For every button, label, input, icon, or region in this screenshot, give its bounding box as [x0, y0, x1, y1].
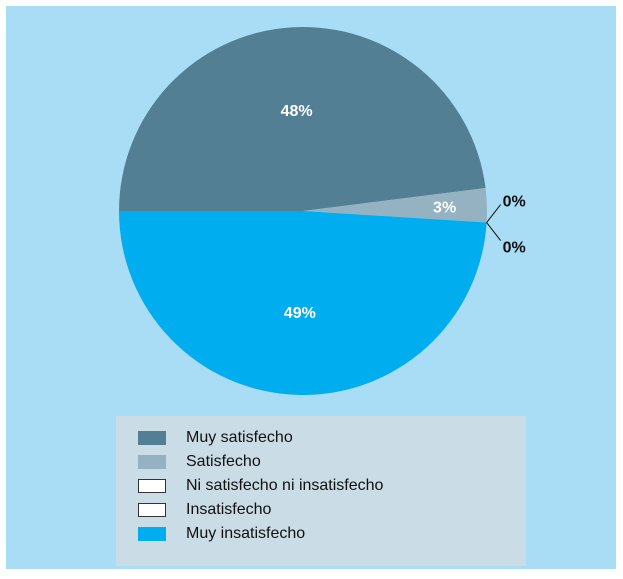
legend-swatch-muy-satisfecho — [138, 431, 166, 445]
pie-chart: 48% 3% 0% 0% 49% — [119, 26, 526, 396]
chart-panel: 48% 3% 0% 0% 49% Muy satisfecho Satisfecho N… — [6, 6, 616, 569]
legend-swatch-insatisfecho — [138, 503, 166, 517]
legend-label-satisfecho: Satisfecho — [186, 453, 261, 470]
pie-slice-muy-satisfecho — [119, 26, 486, 212]
slice-label-insatisfecho: 0% — [503, 240, 526, 257]
slice-label-satisfecho: 3% — [433, 200, 456, 217]
legend-label-insatisfecho: Insatisfecho — [186, 501, 272, 518]
legend-swatch-ni-satisfecho-ni-insatisfecho — [138, 479, 166, 493]
legend-swatch-satisfecho — [138, 455, 166, 469]
legend: Muy satisfecho Satisfecho Ni satisfecho … — [116, 416, 526, 566]
legend-item-satisfecho: Satisfecho — [116, 450, 526, 474]
legend-item-muy-insatisfecho: Muy insatisfecho — [116, 522, 526, 546]
legend-item-muy-satisfecho: Muy satisfecho — [116, 426, 526, 450]
legend-label-muy-insatisfecho: Muy insatisfecho — [186, 525, 306, 542]
pie-slice-satisfecho — [303, 187, 488, 223]
slice-label-muy-satisfecho: 48% — [281, 103, 313, 120]
legend-item-insatisfecho: Insatisfecho — [116, 498, 526, 522]
leader-line-ni-satisfecho-ni-insatisfecho — [486, 204, 502, 223]
slice-label-muy-insatisfecho: 49% — [284, 305, 316, 322]
legend-label-muy-satisfecho: Muy satisfecho — [186, 429, 293, 446]
leader-line-insatisfecho — [486, 222, 502, 241]
legend-label-ni-satisfecho-ni-insatisfecho: Ni satisfecho ni insatisfecho — [186, 477, 384, 494]
slice-label-ni-satisfecho-ni-insatisfecho: 0% — [503, 194, 526, 211]
pie-slice-muy-insatisfecho — [119, 211, 487, 396]
legend-swatch-muy-insatisfecho — [138, 527, 166, 541]
legend-item-ni-satisfecho-ni-insatisfecho: Ni satisfecho ni insatisfecho — [116, 474, 526, 498]
